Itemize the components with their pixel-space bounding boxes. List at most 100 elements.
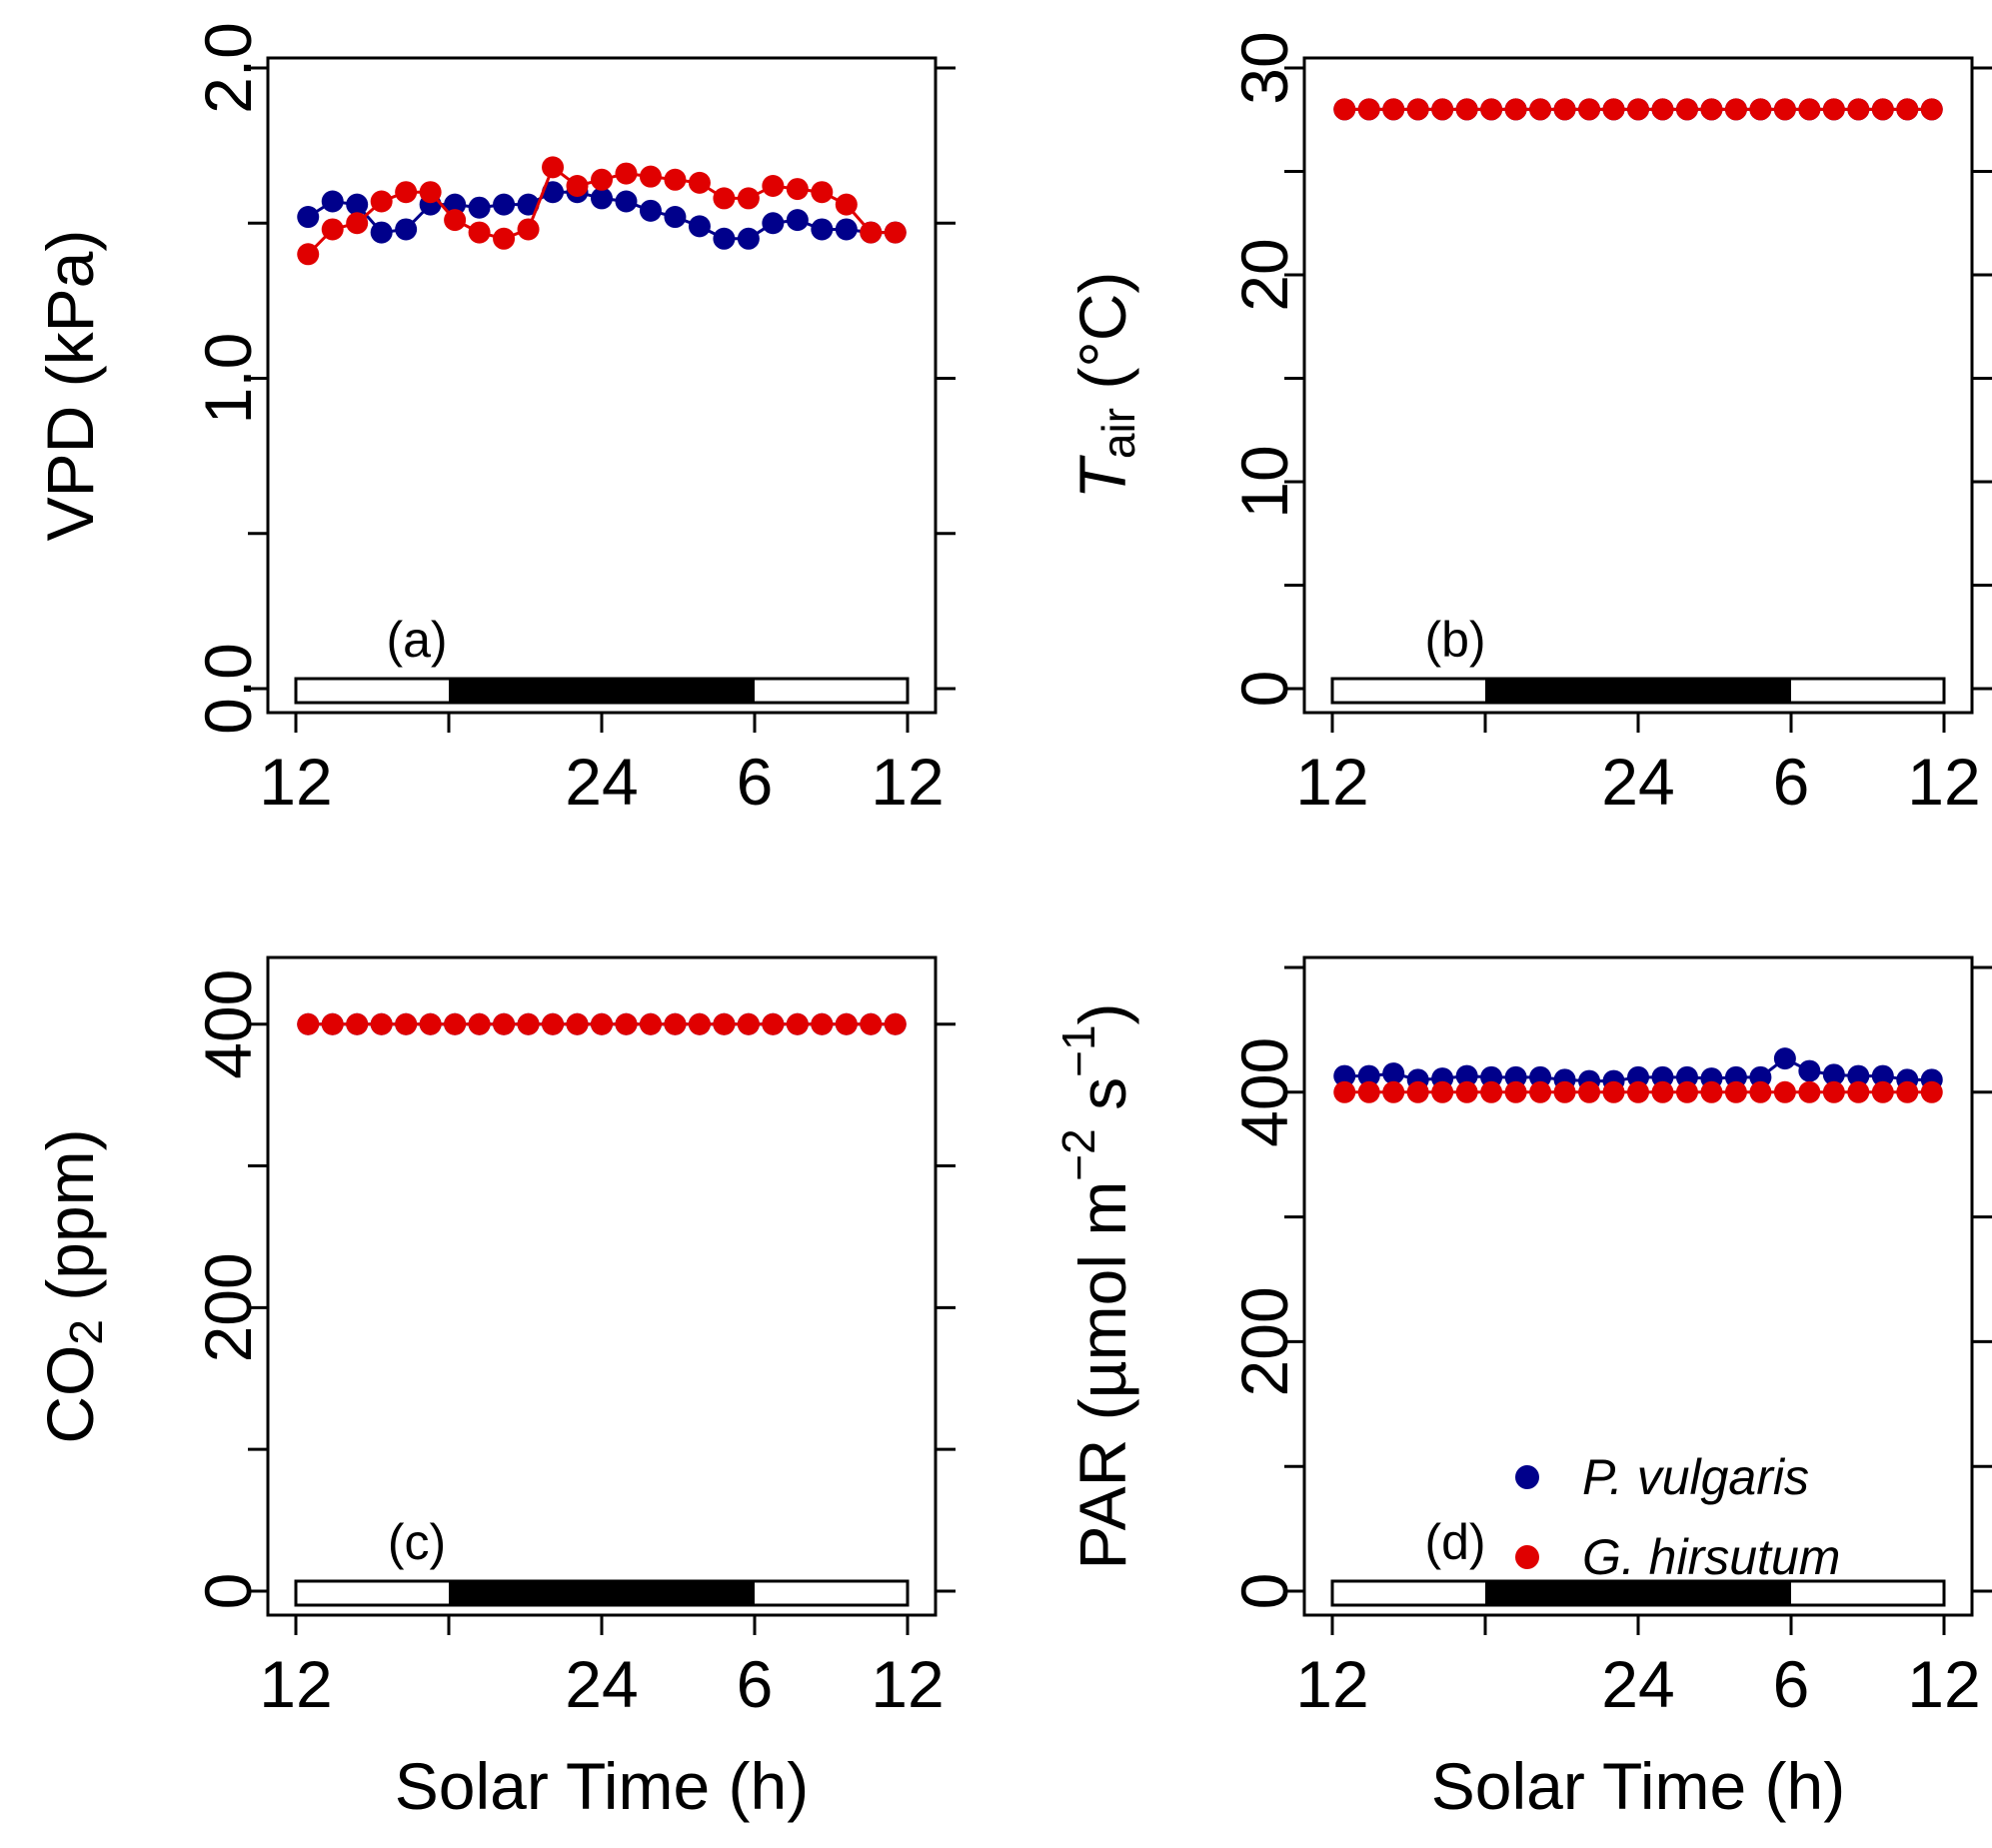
data-point [1406,98,1429,121]
data-point [1578,98,1601,121]
data-point [713,187,736,210]
data-point [395,1012,418,1035]
data-point [860,1012,883,1035]
data-point [786,209,809,232]
series-g-hirsutum [1333,1080,1943,1103]
data-point [1651,1080,1674,1103]
data-point [860,221,883,244]
y-label-sup: −2 [1052,1128,1104,1180]
x-tick-label: 6 [737,1647,774,1721]
y-label-unit: (ppm) [33,1128,107,1300]
data-point [493,227,516,250]
data-point [737,1012,760,1035]
x-tick-label: 24 [1601,745,1674,819]
data-point [1627,98,1649,121]
plot-frame [266,955,938,1617]
data-point [517,218,540,241]
data-point [591,168,613,191]
y-label-main: T [1065,454,1139,499]
data-point [542,1012,565,1035]
x-tick-label: 24 [1601,1647,1674,1721]
data-point [444,209,467,232]
data-point [419,1012,442,1035]
y-axis-label: CO2 (ppm) [33,1128,112,1443]
data-point [688,1012,711,1035]
y-label-space [33,1301,107,1319]
night-bar [449,679,755,703]
data-point [468,221,491,244]
y-label-main: CO [33,1345,107,1444]
data-point [297,1012,320,1035]
plot-frame [1302,56,1974,715]
data-point [1480,98,1503,121]
data-point [1847,1080,1870,1103]
data-point [346,212,369,235]
y-label-unit: (°C) [1065,272,1139,390]
y-tick-label: 2.0 [191,22,265,114]
data-point [321,1012,344,1035]
y-axis-label: VPD (kPa) [33,230,107,542]
panel-c: 0 200 400 12 24 6 12 (c) CO2 (ppm) Solar Time (h) [33,955,956,1823]
data-point [1749,98,1772,121]
data-point [713,1012,736,1035]
legend-label: G. hirsutum [1582,1529,1840,1585]
data-point [1920,98,1943,121]
data-point [1602,1080,1625,1103]
data-point [615,1012,638,1035]
y-tick-label: 10 [1227,445,1301,518]
data-point [1871,98,1894,121]
data-point [664,168,687,191]
data-point [1700,98,1723,121]
data-point [639,165,662,188]
data-point [517,1012,540,1035]
data-point [1847,1064,1870,1087]
series-g-hirsutum [297,156,907,266]
panel-d: 0 200 400 12 24 6 12 (d) PAR (µmol m−2 s−1) Solar… [1052,955,1992,1823]
panel-label: (a) [386,612,447,668]
data-point [1700,1080,1723,1103]
data-point [321,218,344,241]
y-axis-label: Tair (°C) [1065,272,1144,500]
data-point [884,1012,907,1035]
data-point [1822,1063,1845,1086]
data-point [835,1012,858,1035]
y-tick-label: 30 [1227,31,1301,104]
data-point [468,1012,491,1035]
y-label-unit: ) [1065,1002,1139,1024]
data-point [1382,1062,1405,1085]
data-point [688,215,711,238]
data-point [395,181,418,204]
data-point [1847,98,1870,121]
y-tick-label: 400 [1227,1037,1301,1147]
data-point [762,1012,785,1035]
data-point [1529,1080,1552,1103]
y-tick-label: 0.0 [191,643,265,735]
plot-frame [1302,955,1974,1617]
data-point [1382,98,1405,121]
series-g-hirsutum [1333,98,1943,121]
data-point [493,1012,516,1035]
data-point [811,1012,834,1035]
x-tick-label: 12 [871,745,944,819]
data-point [1773,98,1796,121]
data-point [1896,98,1919,121]
legend-marker [1515,1545,1539,1569]
data-point [1896,1080,1919,1103]
data-point [1553,1080,1576,1103]
data-point [297,243,320,266]
y-tick-label: 0 [191,1573,265,1610]
data-point [786,178,809,201]
data-point [762,212,785,235]
data-point [1382,1080,1405,1103]
x-tick-label: 24 [565,1647,638,1721]
data-point [444,1012,467,1035]
legend: P. vulgaris G. hirsutum [1515,1449,1840,1585]
data-point [1675,1080,1698,1103]
data-point [542,156,565,179]
data-point [1480,1080,1503,1103]
data-point [566,174,589,197]
x-tick-label: 24 [565,745,638,819]
x-tick-label: 6 [737,745,774,819]
data-point [1871,1080,1894,1103]
data-point [1627,1080,1649,1103]
